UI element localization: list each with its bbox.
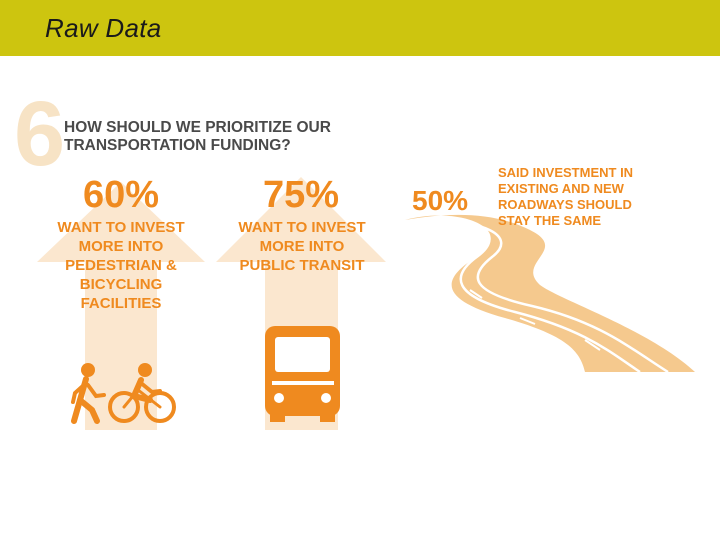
roadways-caption-line: ROADWAYS SHOULD: [498, 197, 632, 212]
cyclist-icon: [108, 363, 176, 423]
roadways-caption-line: SAID INVESTMENT IN: [498, 165, 634, 180]
walking-person-icon: [71, 363, 106, 424]
pedestrian-arrow: [37, 182, 205, 430]
transit-caption: WANT TO INVEST MORE INTO PUBLIC TRANSIT: [221, 218, 383, 275]
pedestrian-caption-line: PEDESTRIAN &: [65, 257, 177, 274]
transit-arrow: [216, 177, 386, 430]
transit-caption-line: WANT TO INVEST: [238, 219, 366, 236]
road-icon: [405, 214, 695, 374]
roadways-caption-line: STAY THE SAME: [498, 213, 602, 228]
pedestrian-caption-line: MORE INTO: [78, 238, 164, 255]
transit-caption-line: MORE INTO: [259, 238, 345, 255]
title-bar: [0, 0, 720, 56]
pedestrian-caption-line: BICYCLING: [79, 276, 163, 293]
roadways-caption-line: EXISTING AND NEW: [498, 181, 624, 196]
question-text: HOW SHOULD WE PRIORITIZE OUR TRANSPORTAT…: [64, 119, 331, 154]
roadways-percent: 50%: [412, 185, 469, 216]
pedestrian-caption: WANT TO INVEST MORE INTO PEDESTRIAN & BI…: [40, 218, 202, 313]
transit-caption-line: PUBLIC TRANSIT: [239, 257, 365, 274]
slide-title: Raw Data: [45, 13, 162, 43]
roadways-caption: SAID INVESTMENT IN EXISTING AND NEW ROAD…: [498, 165, 658, 229]
pedestrian-caption-line: WANT TO INVEST: [57, 219, 185, 236]
pedestrian-percent: 60%: [82, 174, 160, 216]
transit-percent: 75%: [262, 174, 340, 216]
bus-icon: [265, 326, 340, 422]
pedestrian-caption-line: FACILITIES: [80, 295, 162, 312]
question-number: 6: [14, 83, 66, 185]
